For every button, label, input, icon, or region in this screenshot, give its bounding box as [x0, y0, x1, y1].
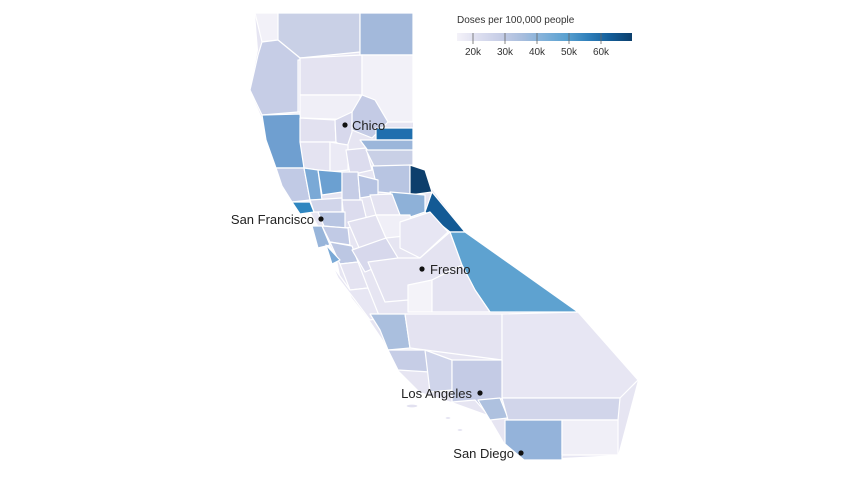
county-yolo	[317, 169, 343, 196]
county-shasta	[299, 54, 363, 96]
county-humboldt	[249, 39, 301, 116]
legend-tick-label: 60k	[593, 47, 610, 58]
county-riverside	[501, 397, 621, 421]
city-label: Fresno	[430, 262, 470, 277]
county-tulare	[431, 264, 491, 313]
county-yuba-sutter	[345, 147, 373, 176]
county-butte	[334, 111, 353, 151]
county-colusa	[329, 141, 349, 173]
county-sonoma	[275, 167, 311, 203]
city-marker-los-angeles: Los Angeles	[401, 386, 483, 401]
city-label: Los Angeles	[401, 386, 472, 401]
city-label: San Diego	[453, 446, 514, 461]
county-marin	[291, 201, 315, 215]
county-kings	[407, 279, 433, 313]
county-solano	[309, 197, 343, 213]
city-label: Chico	[352, 118, 385, 133]
legend-tick-label: 50k	[561, 47, 578, 58]
legend-tick-label: 40k	[529, 47, 546, 58]
county-mendocino	[261, 113, 305, 169]
city-dot	[342, 122, 348, 128]
county-imperial	[561, 419, 619, 456]
county-siskiyou	[277, 12, 361, 59]
channel-island	[405, 403, 419, 409]
legend-tick-label: 30k	[497, 47, 514, 58]
city-marker-fresno: Fresno	[419, 262, 470, 277]
county-san-bernardino	[501, 311, 639, 399]
channel-island	[456, 427, 464, 433]
city-label: San Francisco	[231, 212, 314, 227]
county-modoc	[359, 12, 414, 56]
city-marker-san-diego: San Diego	[453, 446, 524, 461]
county-san-luis-obispo	[369, 313, 411, 351]
county-santa-barbara	[387, 349, 431, 373]
legend-color-bar	[457, 33, 632, 41]
city-dot	[518, 450, 524, 456]
city-dot	[318, 216, 324, 222]
city-marker-chico: Chico	[342, 118, 385, 133]
county-san-mateo	[311, 225, 331, 249]
county-glenn	[299, 117, 337, 143]
county-alameda	[321, 225, 351, 246]
legend-tick-label: 20k	[465, 47, 482, 58]
city-dot	[477, 390, 483, 396]
channel-island	[444, 415, 452, 421]
county-sacramento	[341, 171, 361, 201]
legend: Doses per 100,000 people 20k 30k 40k 50k…	[457, 15, 632, 58]
county-madera	[399, 211, 449, 259]
county-santa-cruz	[325, 244, 341, 265]
city-marker-san-francisco: San Francisco	[231, 212, 324, 227]
legend-title: Doses per 100,000 people	[457, 15, 575, 26]
county-alpine	[409, 164, 433, 196]
county-san-diego	[504, 419, 563, 461]
city-dot	[419, 266, 425, 272]
